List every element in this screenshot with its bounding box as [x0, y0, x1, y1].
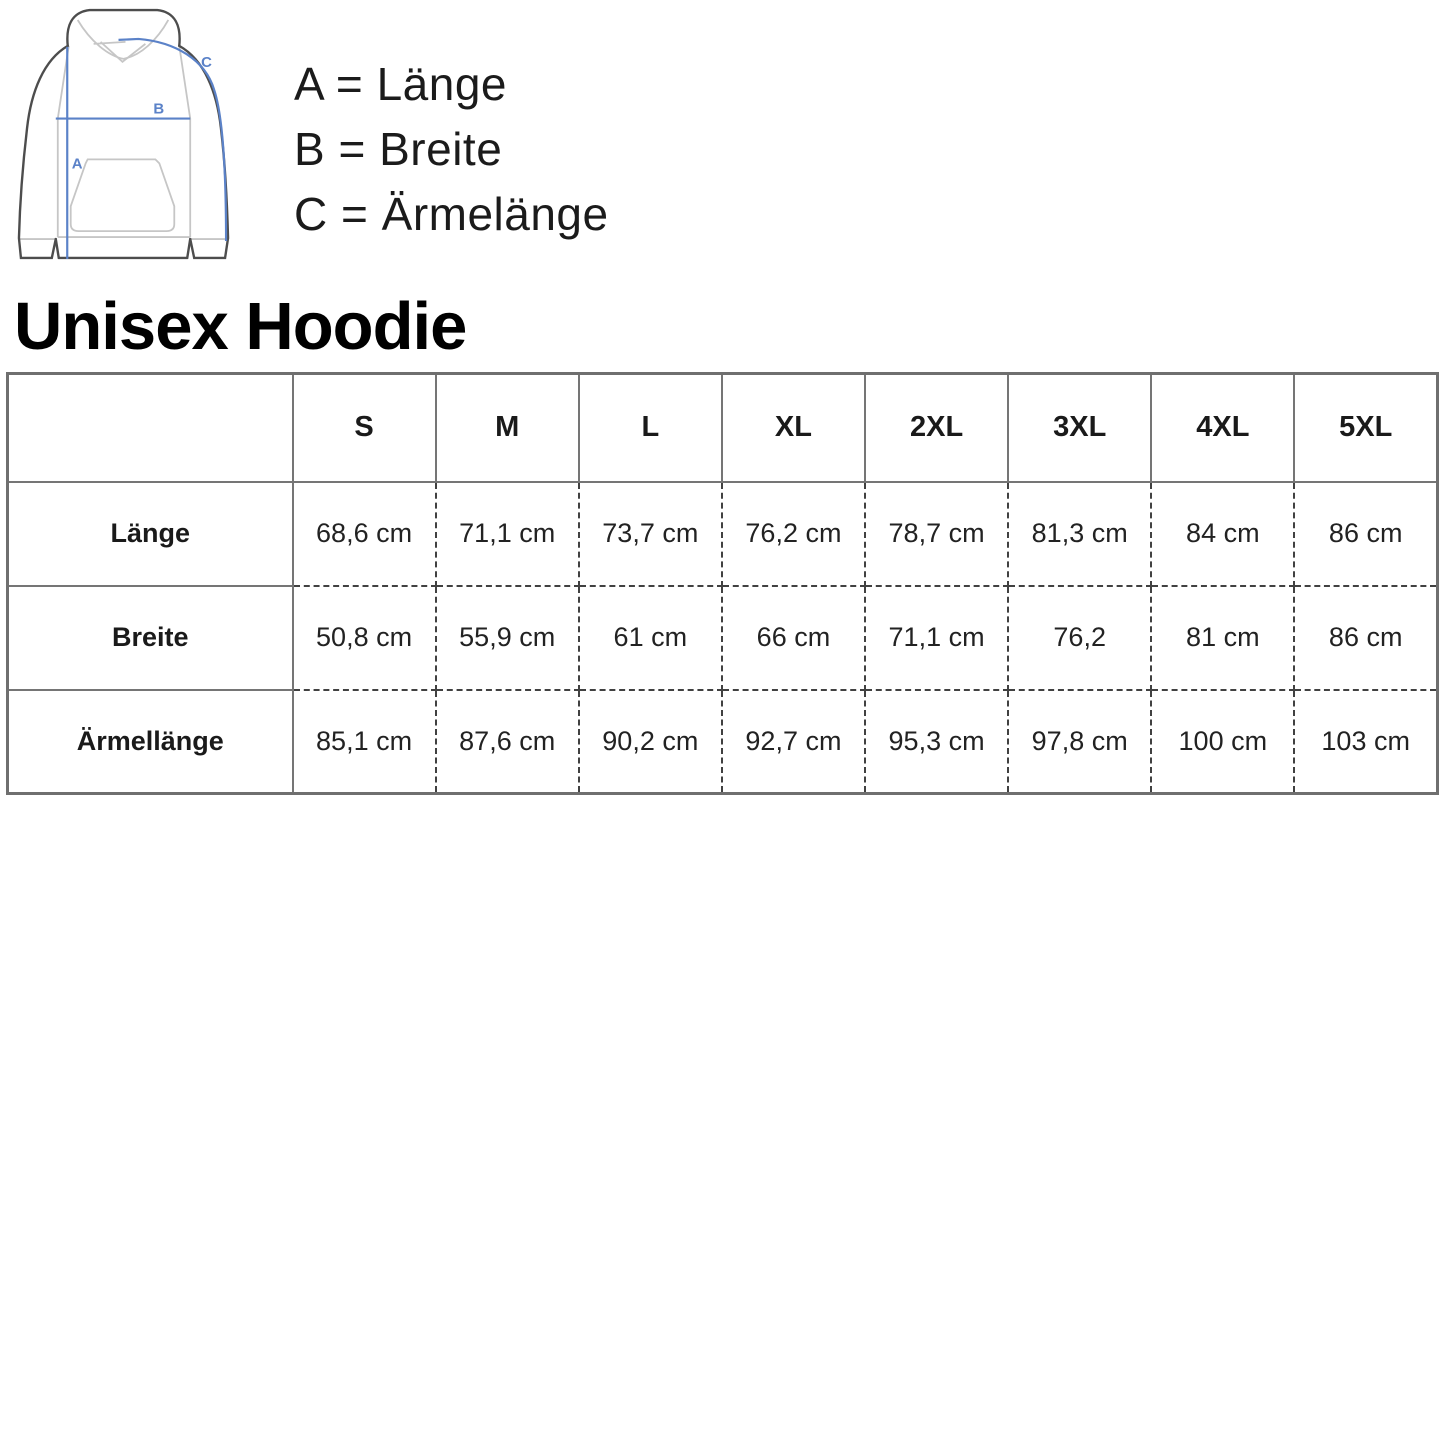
- table-row-laenge: Länge 68,6 cm 71,1 cm 73,7 cm 76,2 cm 78…: [6, 480, 1439, 587]
- size-value-cell: 92,7 cm: [720, 688, 867, 795]
- size-value-cell: 76,2: [1007, 584, 1153, 691]
- hoodie-inner-details: [18, 19, 228, 240]
- measurement-line-c: [118, 37, 228, 242]
- row-label: Ärmellänge: [6, 688, 294, 795]
- legend-line-c: C = Ärmelänge: [294, 188, 609, 240]
- corner-cell: [6, 372, 294, 483]
- size-value-cell: 66 cm: [720, 584, 867, 691]
- row-label: Länge: [6, 480, 294, 587]
- diagram-label-a: A: [72, 155, 83, 172]
- size-value-cell: 55,9 cm: [434, 584, 580, 691]
- size-value-cell: 50,8 cm: [291, 584, 437, 691]
- hoodie-illustration: A B C: [17, 8, 230, 260]
- size-value-cell: 73,7 cm: [577, 480, 723, 587]
- table-row-breite: Breite 50,8 cm 55,9 cm 61 cm 66 cm 71,1 …: [6, 584, 1439, 691]
- size-value-cell: 71,1 cm: [863, 584, 1010, 691]
- size-value-cell: 90,2 cm: [577, 688, 723, 795]
- row-label: Breite: [6, 584, 294, 691]
- size-value-cell: 68,6 cm: [291, 480, 437, 587]
- size-value-cell: 76,2 cm: [720, 480, 867, 587]
- size-column-header: 4XL: [1150, 372, 1296, 483]
- legend-line-b: B = Breite: [294, 123, 503, 175]
- size-value-cell: 71,1 cm: [434, 480, 580, 587]
- size-column-header: 2XL: [863, 372, 1010, 483]
- size-header-row: S M L XL 2XL 3XL 4XL 5XL: [6, 372, 1439, 483]
- size-value-cell: 97,8 cm: [1007, 688, 1153, 795]
- hoodie-outline: [17, 8, 230, 260]
- size-value-cell: 103 cm: [1293, 688, 1439, 795]
- size-value-cell: 81 cm: [1150, 584, 1296, 691]
- measurement-legend: A = Länge B = Breite C = Ärmelänge: [294, 52, 609, 247]
- diagram-label-b: B: [153, 101, 164, 118]
- size-column-header: 3XL: [1007, 372, 1153, 483]
- size-value-cell: 84 cm: [1150, 480, 1296, 587]
- size-value-cell: 78,7 cm: [863, 480, 1010, 587]
- size-value-cell: 86 cm: [1293, 584, 1439, 691]
- size-value-cell: 95,3 cm: [863, 688, 1010, 795]
- size-value-cell: 86 cm: [1293, 480, 1439, 587]
- table-row-aermellaenge: Ärmellänge 85,1 cm 87,6 cm 90,2 cm 92,7 …: [6, 688, 1439, 795]
- hoodie-size-diagram: A B C: [6, 2, 240, 268]
- size-chart-table: S M L XL 2XL 3XL 4XL 5XL Länge 68,6 cm 7…: [6, 372, 1439, 795]
- size-value-cell: 61 cm: [577, 584, 723, 691]
- size-column-header: L: [577, 372, 723, 483]
- size-value-cell: 87,6 cm: [434, 688, 580, 795]
- size-column-header: XL: [720, 372, 867, 483]
- size-value-cell: 81,3 cm: [1007, 480, 1153, 587]
- legend-line-a: A = Länge: [294, 58, 507, 110]
- size-column-header: S: [291, 372, 437, 483]
- measurement-lines: [55, 37, 228, 259]
- page-title: Unisex Hoodie: [14, 289, 467, 364]
- size-value-cell: 100 cm: [1150, 688, 1296, 795]
- diagram-label-c: C: [201, 54, 212, 71]
- size-value-cell: 85,1 cm: [291, 688, 437, 795]
- size-column-header: 5XL: [1293, 372, 1439, 483]
- size-column-header: M: [434, 372, 580, 483]
